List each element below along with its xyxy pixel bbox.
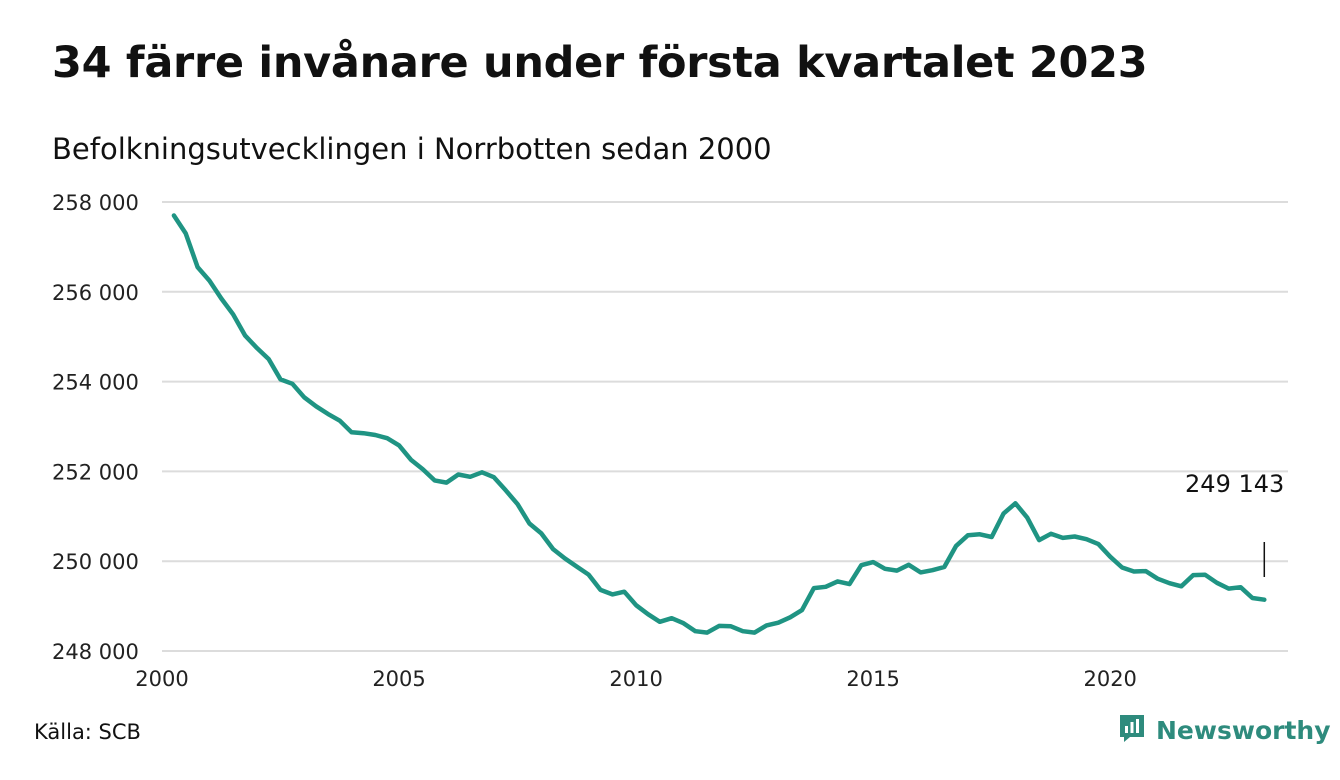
chart-title: 34 färre invånare under första kvartalet…: [52, 38, 1148, 88]
series-line-0: [171, 213, 1267, 635]
chart-subtitle: Befolkningsutvecklingen i Norrbotten sed…: [52, 132, 772, 166]
x-tick-label: 2010: [609, 667, 662, 691]
x-tick-label: 2005: [372, 667, 425, 691]
brand-name: Newsworthy: [1156, 715, 1331, 745]
y-axis-tick-labels: 248 000 250 000 252 000 254 000 256 000 258 0…: [52, 191, 139, 664]
x-tick-label: 2000: [135, 667, 188, 691]
y-tick-label: 248 000: [52, 640, 139, 664]
y-tick-label: 256 000: [52, 281, 139, 305]
end-value-label: 249 143: [1185, 470, 1284, 498]
annotation-layer: 249 143: [1185, 470, 1284, 577]
y-tick-label: 252 000: [52, 460, 139, 484]
y-tick-label: 250 000: [52, 550, 139, 574]
series-layer: [171, 213, 1267, 635]
x-tick-label: 2020: [1083, 667, 1136, 691]
newsworthy-logo-icon: [1118, 713, 1146, 747]
grid-lines: [162, 201, 1288, 652]
x-axis-tick-labels: 2000 2005 2010 2015 2020: [135, 667, 1137, 691]
x-tick-label: 2015: [846, 667, 899, 691]
brand-logo[interactable]: Newsworthy: [1118, 713, 1331, 747]
y-tick-label: 254 000: [52, 371, 139, 395]
source-note: Källa: SCB: [34, 720, 141, 744]
y-tick-label: 258 000: [52, 191, 139, 215]
